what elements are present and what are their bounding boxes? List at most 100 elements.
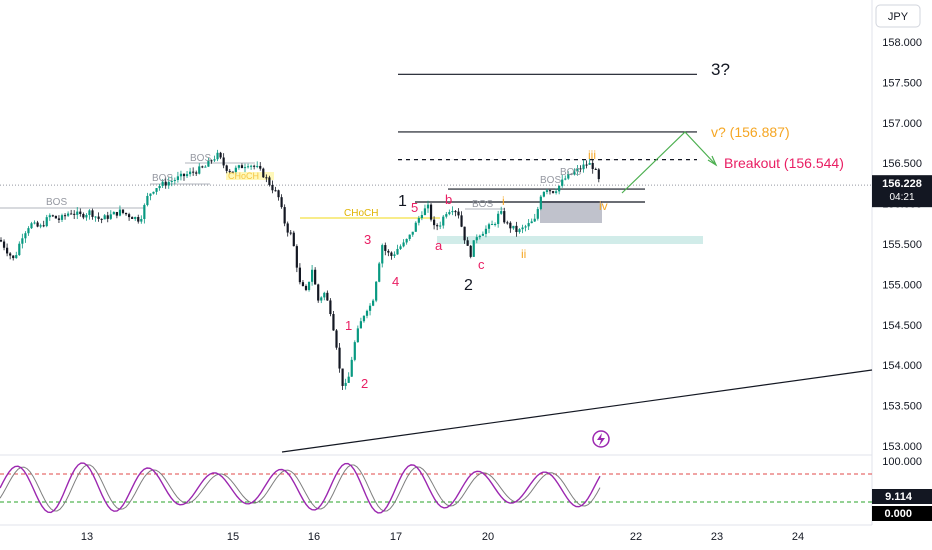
time-axis[interactable]: 13 15 16 17 20 22 23 24: [81, 531, 804, 543]
last-price-badge[interactable]: 156.228 04:21: [872, 175, 932, 208]
candle-body: [100, 218, 103, 220]
candle-body: [362, 315, 366, 322]
stoch-last-badge[interactable]: 9.114: [872, 489, 932, 504]
wave-label-pink: a: [435, 238, 443, 253]
candle-body: [155, 188, 158, 192]
price-tick-label: 157.000: [882, 118, 922, 130]
trend-line[interactable]: [281, 369, 873, 453]
wave-label-pink: 4: [392, 274, 399, 289]
candle-body: [436, 225, 439, 227]
candle-body: [402, 242, 405, 247]
candle-body: [164, 181, 167, 186]
candle-body: [51, 215, 54, 217]
candle-body: [304, 286, 308, 290]
candle-body: [12, 255, 15, 259]
candle-body: [18, 243, 21, 256]
time-tick-label: 13: [81, 531, 93, 543]
stoch-last-value: 9.114: [885, 491, 913, 503]
target-label: v? (156.887): [711, 124, 790, 140]
candle-body: [143, 205, 146, 219]
candle-body: [356, 328, 359, 343]
candle-body: [555, 191, 558, 193]
price-tick-label: 155.000: [882, 279, 922, 291]
candle-body: [262, 168, 265, 178]
candle-body: [350, 359, 353, 377]
candle-body: [222, 157, 225, 166]
wave-label-pink: 3: [364, 232, 371, 247]
candle-body: [481, 233, 484, 236]
candle-body: [582, 164, 585, 170]
bos-label: BOS: [560, 167, 581, 178]
candle-body: [497, 213, 500, 224]
candle-body: [97, 216, 100, 219]
candle-body: [76, 211, 79, 215]
time-tick-label: 15: [227, 531, 239, 543]
candle-body: [487, 224, 491, 229]
level-lines: [398, 73, 697, 203]
choch-label: CHoCH: [344, 208, 378, 219]
candle-body: [124, 212, 128, 215]
candle-body: [70, 213, 73, 215]
lightning-icon[interactable]: [592, 430, 610, 448]
candle-body: [341, 368, 344, 386]
candle-body: [454, 211, 457, 213]
bos-label: BOS: [152, 173, 173, 184]
candle-body: [527, 223, 530, 227]
projection-arrowhead: [707, 155, 718, 167]
candle-body: [60, 215, 64, 220]
candle-body: [295, 246, 298, 268]
candle-body: [2, 241, 6, 248]
candle-body: [137, 217, 140, 222]
stoch-zero-badge[interactable]: 0.000: [872, 506, 932, 521]
candle-body: [289, 232, 292, 234]
candle-body: [307, 281, 311, 290]
candle-body: [149, 193, 152, 196]
candle-body: [536, 209, 539, 219]
candle-body: [317, 284, 320, 301]
main-pane[interactable]: [0, 0, 872, 455]
candle-body: [45, 217, 48, 227]
candle-body: [85, 214, 88, 218]
candle-body: [234, 167, 237, 172]
candle-body: [9, 253, 12, 256]
candle-body: [448, 212, 451, 215]
candle-body: [67, 213, 70, 216]
candle-body: [405, 238, 408, 243]
candle-body: [27, 228, 30, 234]
time-tick-label: 22: [630, 531, 642, 543]
candle-body: [112, 212, 115, 215]
candle-body: [548, 190, 552, 192]
stochastic-pane[interactable]: [0, 462, 872, 514]
candle-body: [518, 229, 521, 233]
candle-body: [597, 169, 600, 180]
currency-badge[interactable]: JPY: [875, 4, 921, 28]
candle-body: [500, 211, 503, 214]
candle-body: [466, 240, 469, 246]
candle-body: [411, 231, 414, 235]
price-axis[interactable]: 158.000157.500157.000156.500156.000155.5…: [882, 37, 922, 453]
candle-body: [152, 191, 155, 194]
candle-body: [182, 173, 186, 177]
candle-body: [134, 217, 137, 219]
candle-body: [463, 226, 466, 241]
candle-body: [192, 171, 195, 173]
candle-body: [567, 173, 570, 179]
breakout-label: Breakout (156.544): [724, 155, 844, 171]
wave-label-black: 1: [398, 193, 407, 210]
candle-body: [335, 330, 338, 348]
candle-body: [173, 179, 176, 181]
candle-body: [82, 213, 85, 218]
price-tick-label: 156.500: [882, 158, 922, 170]
candle-body: [417, 218, 420, 223]
candle-body: [311, 269, 314, 282]
candle-body: [570, 173, 573, 175]
candle-body: [243, 167, 247, 169]
price-tick-label: 154.000: [882, 360, 922, 372]
price-tick-label: 153.000: [882, 441, 922, 453]
candle-body: [368, 305, 372, 311]
wave-label-orange: iv: [599, 199, 608, 213]
candle-body: [94, 216, 97, 218]
candle-body: [73, 213, 76, 215]
candle-body: [246, 166, 250, 168]
